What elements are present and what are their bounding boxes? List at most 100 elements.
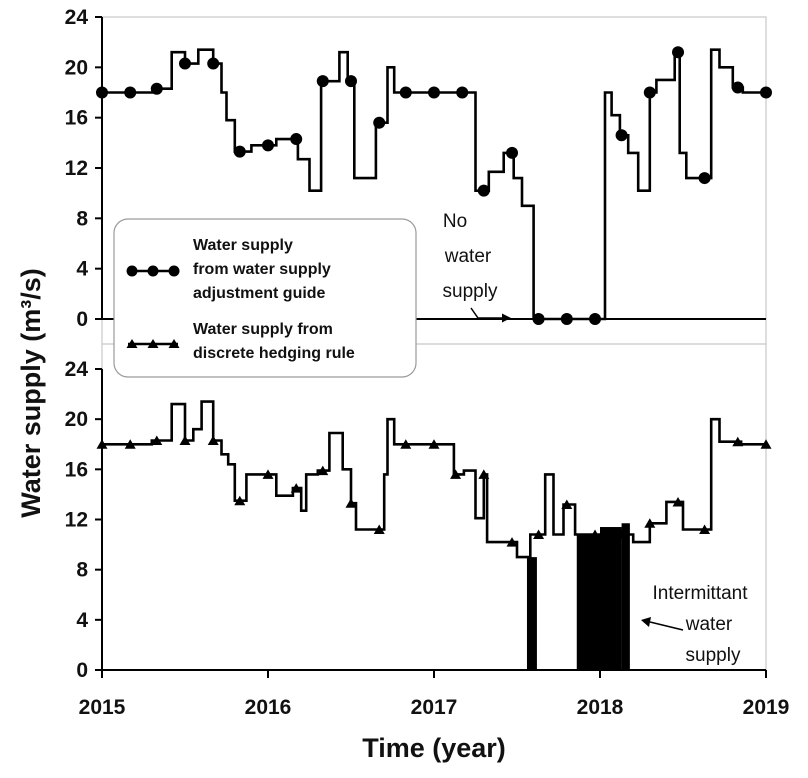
legend-label-line: Water supply <box>193 237 293 254</box>
data-point-circle <box>731 81 744 94</box>
data-point-circle <box>179 57 191 70</box>
series-line-bottom <box>102 400 766 559</box>
y-tick-label: 4 <box>76 609 88 632</box>
legend: Water supply from water supply adjustmen… <box>113 218 417 378</box>
y-tick-label: 8 <box>76 207 88 230</box>
data-point-circle <box>506 146 519 159</box>
data-point-circle <box>290 133 303 146</box>
data-point-triangle <box>450 469 462 479</box>
y-tick-label: 16 <box>65 107 88 130</box>
data-point-circle <box>316 75 329 88</box>
data-point-triangle <box>151 435 163 445</box>
intermittent-supply-block <box>621 523 630 670</box>
legend-entry-adjustment-guide: Water supply from water supply adjustmen… <box>126 237 331 302</box>
y-tick-label: 0 <box>76 308 88 331</box>
annotation-intermittent-water-supply: Intermittant water supply <box>641 583 748 666</box>
data-point-triangle <box>506 537 518 547</box>
data-point-circle <box>643 86 656 99</box>
annotation-text: No <box>443 211 467 232</box>
data-point-circle <box>124 86 137 99</box>
annotation-no-water-supply: No water supply <box>443 211 511 323</box>
y-tick-label: 0 <box>76 659 88 682</box>
data-point-triangle <box>428 439 440 449</box>
y-axis-title: Water supply (m³/s) <box>16 268 46 518</box>
y-tick-label: 4 <box>76 258 88 281</box>
data-point-triangle <box>478 469 490 479</box>
data-point-circle <box>456 86 469 99</box>
data-point-triangle <box>262 469 274 479</box>
legend-circle-marker <box>147 265 159 277</box>
annotation-text: supply <box>686 645 741 666</box>
x-tick-label: 2017 <box>411 696 458 719</box>
data-point-triangle <box>234 495 246 506</box>
annotation-arrow <box>470 307 505 319</box>
data-point-triangle <box>644 518 656 528</box>
legend-triangle-marker <box>147 339 159 348</box>
annotation-arrowhead <box>641 617 651 627</box>
data-point-circle <box>345 75 357 88</box>
annotation-arrowhead <box>502 313 511 323</box>
x-tick-label: 2018 <box>577 696 624 719</box>
data-point-circle <box>233 145 246 158</box>
legend-triangle-marker <box>126 339 138 348</box>
annotation-text: water <box>444 246 492 267</box>
data-point-triangle <box>373 524 385 535</box>
x-tick-label: 2016 <box>245 696 292 719</box>
data-point-triangle <box>290 483 302 493</box>
y-tick-label: 12 <box>65 157 88 180</box>
marker-layer <box>96 46 772 547</box>
data-point-triangle <box>124 439 136 449</box>
data-point-circle <box>615 129 628 142</box>
legend-box <box>113 218 417 378</box>
x-tick-label: 2019 <box>743 696 790 719</box>
data-point-triangle <box>589 529 601 540</box>
legend-label-line: from water supply <box>193 261 331 278</box>
data-point-circle <box>207 57 220 70</box>
data-point-circle <box>373 116 386 129</box>
annotation-text: supply <box>443 281 498 302</box>
legend-label-line: Water supply from <box>193 321 333 338</box>
annotation-text: water <box>685 614 733 635</box>
y-tick-label: 24 <box>65 358 89 381</box>
data-point-circle <box>672 46 685 59</box>
y-tick-label: 24 <box>65 6 89 29</box>
annotation-text: Intermittant <box>652 583 748 604</box>
data-point-triangle <box>533 529 545 540</box>
data-point-triangle <box>345 498 357 508</box>
y-tick-label: 20 <box>65 56 88 79</box>
y-tick-label: 20 <box>65 408 88 431</box>
legend-triangle-marker <box>168 339 180 348</box>
data-point-triangle <box>760 439 772 449</box>
x-axis-title: Time (year) <box>362 733 506 763</box>
legend-entry-hedging-rule: Water supply from discrete hedging rule <box>126 321 355 362</box>
data-point-circle <box>399 86 412 99</box>
x-tick-label: 2015 <box>79 696 126 719</box>
legend-circle-marker <box>168 265 180 277</box>
legend-label-line: discrete hedging rule <box>193 345 355 362</box>
data-point-circle <box>698 172 711 185</box>
data-point-circle <box>262 139 274 152</box>
y-tick-label: 16 <box>65 458 88 481</box>
data-point-circle <box>760 86 772 99</box>
data-point-circle <box>477 184 490 197</box>
data-point-triangle <box>207 435 219 445</box>
data-point-triangle <box>616 529 628 540</box>
data-point-triangle <box>561 499 573 509</box>
data-point-circle <box>428 86 440 99</box>
data-point-triangle <box>400 439 412 449</box>
data-point-triangle <box>672 496 684 507</box>
intermittent-supply-block <box>576 534 600 670</box>
intermittent-supply-block <box>600 527 622 670</box>
annotation-arrow <box>649 621 684 631</box>
data-point-triangle <box>699 524 711 535</box>
legend-label-line: adjustment guide <box>193 285 326 302</box>
axes-layer: 0 4 8 12 16 20 24 0 4 8 12 16 20 24 2015 2016 2017 2018 20… <box>65 6 790 719</box>
data-point-triangle <box>317 465 329 476</box>
data-point-triangle <box>732 436 744 447</box>
y-tick-label: 12 <box>65 509 88 532</box>
intermittent-supply-block <box>526 557 537 670</box>
y-tick-label: 8 <box>76 559 88 582</box>
data-point-triangle <box>179 435 191 445</box>
